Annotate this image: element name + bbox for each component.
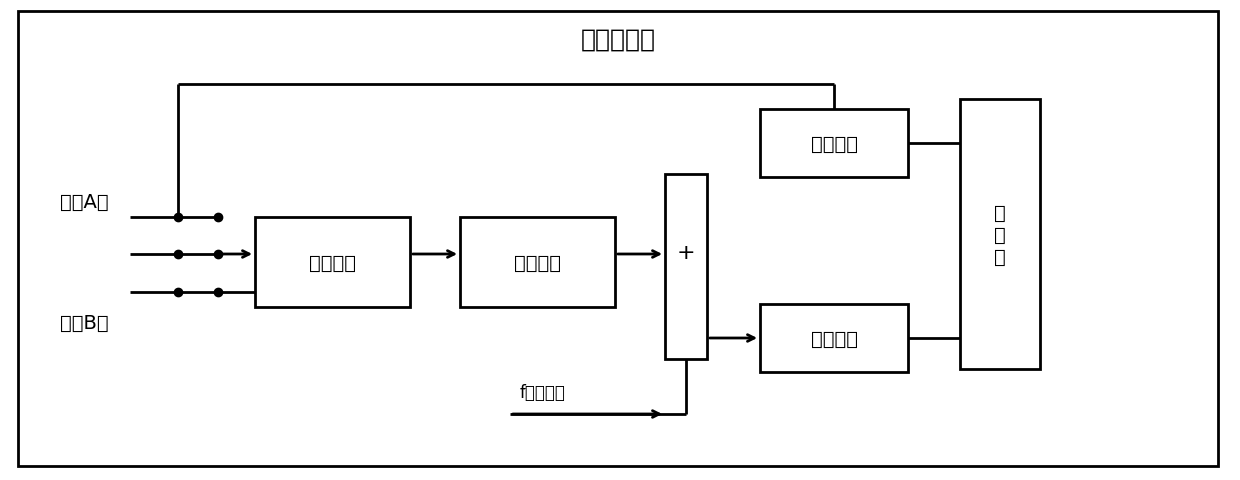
Text: 编
码
器: 编 码 器	[994, 203, 1006, 266]
Text: 测角电路板: 测角电路板	[580, 28, 656, 52]
Text: +: +	[677, 242, 696, 262]
Bar	[460, 217, 615, 307]
Bar	[760, 110, 908, 178]
Bar	[665, 175, 707, 359]
Text: 调幅电路: 调幅电路	[515, 253, 560, 272]
Text: 整形电路: 整形电路	[811, 329, 858, 348]
Bar	[255, 217, 410, 307]
Text: 激磁A相: 激磁A相	[60, 192, 109, 211]
Text: 移相电路: 移相电路	[309, 253, 356, 272]
Text: 整形电路: 整形电路	[811, 134, 858, 153]
Bar	[760, 304, 908, 372]
Text: 激磁B相: 激磁B相	[60, 313, 109, 332]
Text: f反馈信号: f反馈信号	[520, 383, 565, 401]
Bar	[960, 100, 1040, 369]
